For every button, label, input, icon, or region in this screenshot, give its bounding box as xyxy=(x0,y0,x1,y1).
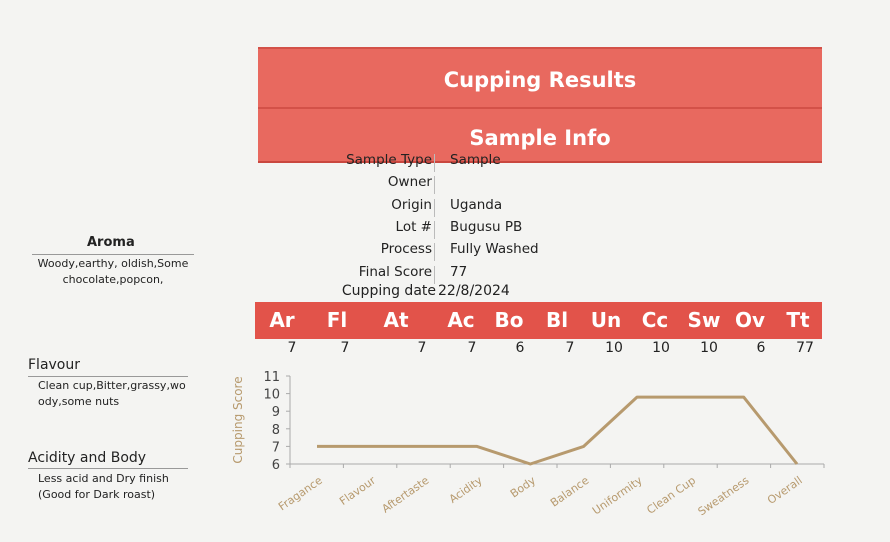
score-abbr: Ov xyxy=(734,308,766,332)
info-label: Lot # xyxy=(395,219,432,235)
info-value: Bugusu PB xyxy=(450,219,523,235)
x-tick-label: Body xyxy=(508,474,539,501)
y-axis-label: Cupping Score xyxy=(231,376,245,463)
info-label: Owner xyxy=(387,174,432,190)
info-divider xyxy=(434,176,435,194)
flavour-text: Clean cup,Bitter,grassy,woody,some nuts xyxy=(38,379,186,408)
score-value: 10 xyxy=(652,340,670,356)
x-tick-label: Fragance xyxy=(276,474,325,514)
score-abbr: Ac xyxy=(447,308,475,332)
x-tick-label: Sweatness xyxy=(696,474,752,519)
score-value: 6 xyxy=(756,340,766,356)
aroma-heading: Aroma xyxy=(87,235,135,250)
score-value: 10 xyxy=(605,340,623,356)
x-tick-label: Overall xyxy=(765,474,805,507)
score-abbr: Bo xyxy=(494,308,524,332)
y-tick-label: 8 xyxy=(272,423,280,438)
score-abbr: Un xyxy=(590,308,622,332)
info-divider xyxy=(434,154,435,172)
info-divider xyxy=(434,199,435,217)
info-divider xyxy=(434,266,435,284)
cupping-score-chart: 6 7 8 9 10 11 Fragance Flavour Aftertaste Acidit… xyxy=(231,370,825,519)
info-row-cupping-date: Cupping date 22/8/2024 xyxy=(258,283,822,305)
series-line xyxy=(317,395,799,466)
y-tick-label: 10 xyxy=(263,388,280,403)
score-value: 6 xyxy=(515,340,525,356)
score-header-bar: Ar Fl At Ac Bo Bl Un Cc Sw Ov Tt xyxy=(255,302,822,339)
score-abbr: Tt xyxy=(786,308,810,332)
cupping-date-label: Cupping date xyxy=(341,283,436,299)
page-title: Cupping Results xyxy=(443,68,637,92)
score-value: 10 xyxy=(700,340,718,356)
score-abbr: Bl xyxy=(545,308,569,332)
score-value: 77 xyxy=(796,340,814,356)
aroma-text: Woody,earthy, oldish,Some chocolate,popc… xyxy=(37,257,189,286)
acidity-body-rule xyxy=(28,468,188,469)
score-value: 7 xyxy=(417,340,427,356)
info-label: Process xyxy=(380,241,432,257)
info-row-lot: Lot # Bugusu PB xyxy=(258,219,822,241)
info-value: Sample xyxy=(450,152,501,168)
info-row-owner: Owner xyxy=(258,174,822,196)
acidity-body-heading: Acidity and Body xyxy=(28,450,147,466)
y-tick-label: 7 xyxy=(272,440,280,455)
score-value: 7 xyxy=(565,340,575,356)
score-value: 7 xyxy=(287,340,297,356)
x-tick-label: Acidity xyxy=(447,474,485,506)
sample-info-title: Sample Info xyxy=(469,126,611,150)
y-tick-label: 11 xyxy=(263,370,280,385)
score-value: 7 xyxy=(340,340,350,356)
score-abbr: At xyxy=(383,308,409,332)
info-row-sample-type: Sample Type Sample xyxy=(258,152,822,174)
y-tick-label: 9 xyxy=(272,405,280,420)
score-abbr: Sw xyxy=(687,308,721,332)
info-divider xyxy=(434,243,435,261)
x-tick-label: Clean Cup xyxy=(644,474,698,517)
score-abbr: Fl xyxy=(326,308,348,332)
x-tick-label: Flavour xyxy=(337,474,378,508)
info-value: Fully Washed xyxy=(450,241,539,257)
flavour-heading: Flavour xyxy=(28,357,81,373)
info-row-process: Process Fully Washed xyxy=(258,241,822,263)
info-value: 77 xyxy=(450,264,468,280)
info-value: Uganda xyxy=(450,197,503,213)
info-row-origin: Origin Uganda xyxy=(258,197,822,219)
score-value: 7 xyxy=(467,340,477,356)
x-tick-label: Uniformity xyxy=(590,474,645,518)
flavour-rule xyxy=(28,376,188,377)
info-label: Final Score xyxy=(358,264,432,280)
acidity-body-text: Less acid and Dry finish (Good for Dark … xyxy=(38,472,169,501)
y-tick-label: 6 xyxy=(272,458,280,473)
info-row-final-score: Final Score 77 xyxy=(258,264,822,286)
info-label: Sample Type xyxy=(346,152,432,168)
score-abbr: Cc xyxy=(641,308,669,332)
info-divider xyxy=(434,221,435,239)
info-label: Origin xyxy=(391,197,432,213)
cupping-results-banner: Cupping Results xyxy=(258,47,822,111)
x-tick-label: Aftertaste xyxy=(379,474,431,516)
x-tick-label: Balance xyxy=(548,474,592,510)
score-abbr: Ar xyxy=(269,308,295,332)
cupping-date-value: 22/8/2024 xyxy=(438,283,510,299)
sample-info-banner: Sample Info xyxy=(258,107,822,163)
aroma-rule xyxy=(32,254,194,255)
